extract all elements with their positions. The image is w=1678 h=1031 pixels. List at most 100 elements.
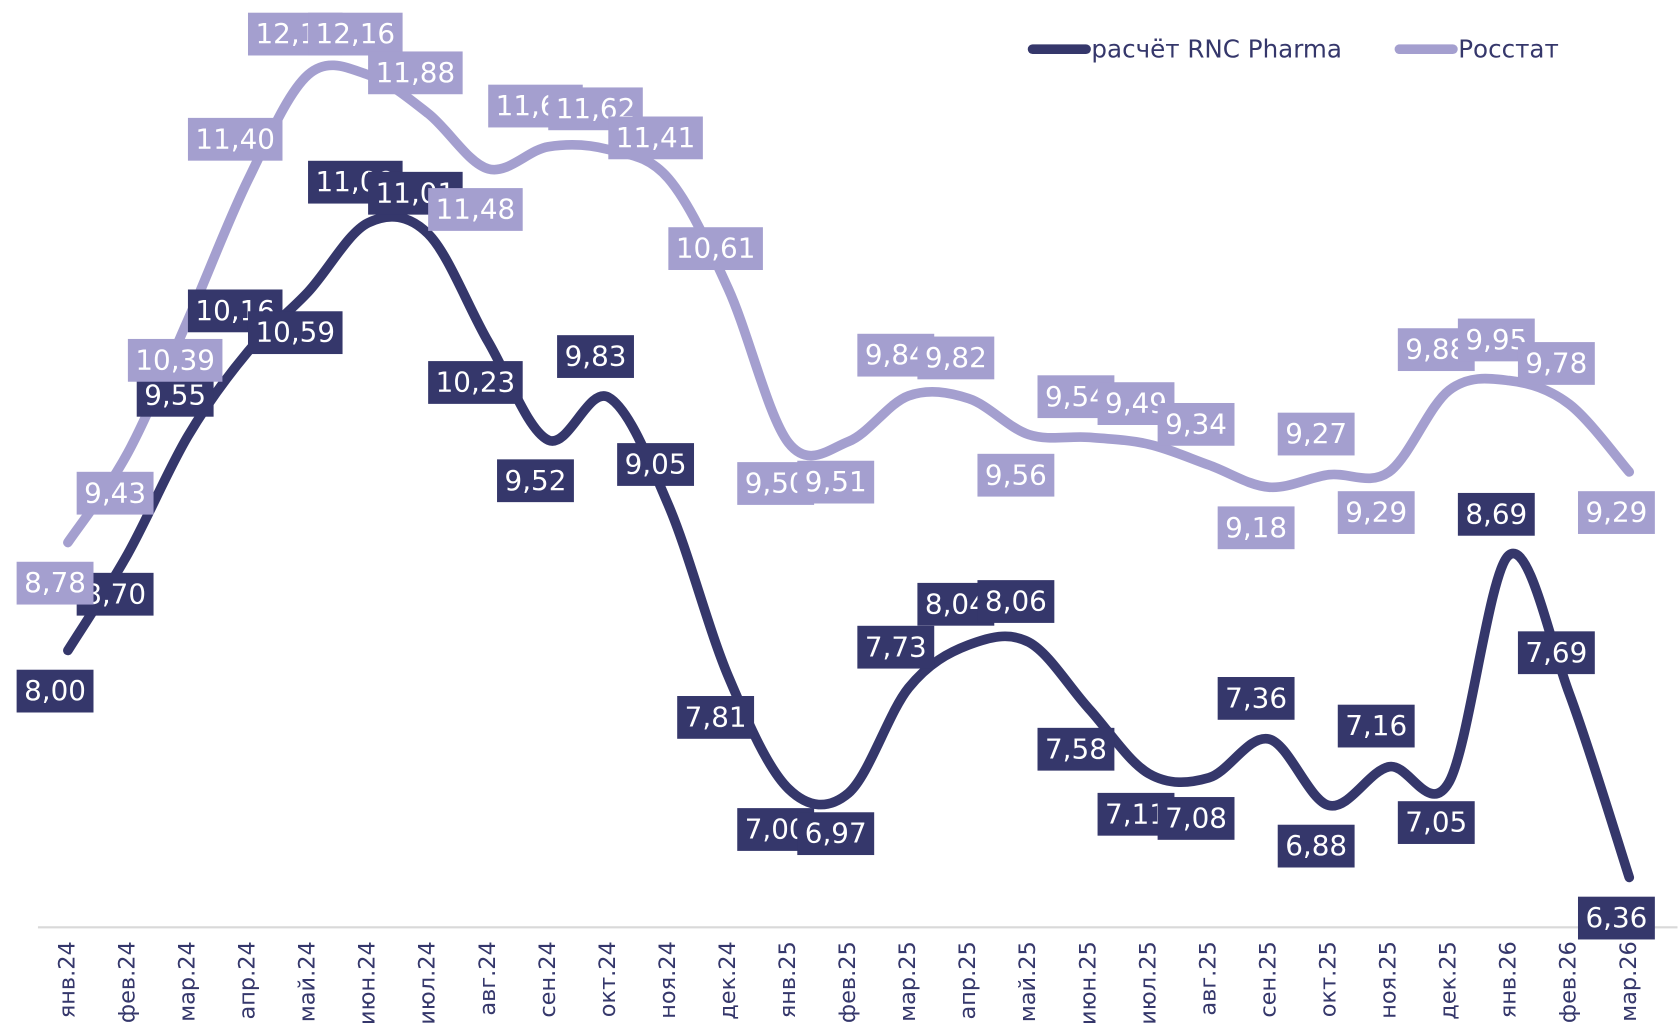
x-tick-label: июн.25	[1075, 941, 1101, 1025]
data-label: 7,05	[1397, 801, 1475, 844]
data-label-box	[1157, 402, 1235, 446]
data-label-box	[497, 459, 574, 503]
data-label: 9,18	[1217, 506, 1295, 550]
data-label: 9,56	[977, 453, 1055, 497]
data-label-text: 9,55	[144, 378, 206, 411]
x-tick-label: май.24	[295, 941, 321, 1022]
x-tick-label: ноя.24	[655, 941, 681, 1019]
data-label: 9,51	[797, 460, 875, 504]
data-label: 11,48	[428, 188, 523, 231]
data-label-text: 8,04	[925, 587, 987, 620]
data-label-box	[668, 227, 763, 270]
data-label: 6,88	[1277, 824, 1355, 868]
data-label-text: 8,00	[24, 674, 86, 707]
data-label-text: 9,51	[805, 465, 867, 498]
data-label-box	[1277, 824, 1355, 868]
x-tick-label: дек.24	[715, 941, 741, 1020]
data-label-box	[1217, 506, 1295, 550]
x-tick-label: июн.24	[355, 941, 381, 1025]
data-label-box	[16, 669, 94, 713]
data-label-text: 10,39	[135, 343, 215, 376]
data-label-box	[308, 12, 403, 56]
data-label-box	[917, 336, 995, 380]
data-label-text: 9,52	[505, 464, 567, 497]
data-label-box	[16, 561, 94, 605]
data-label-text: 9,43	[84, 476, 146, 509]
x-tick-label: окт.24	[595, 941, 621, 1017]
data-label-text: 11,41	[616, 121, 696, 154]
data-label: 7,58	[1037, 727, 1115, 771]
data-label: 9,82	[917, 336, 995, 380]
data-label-text: 8,69	[1465, 497, 1527, 530]
data-label-box	[977, 580, 1055, 623]
data-label-box	[1577, 491, 1655, 534]
data-label: 7,36	[1217, 677, 1295, 720]
x-tick-label: янв.25	[775, 941, 801, 1018]
data-label-box	[677, 696, 755, 739]
data-label-text: 6,97	[805, 817, 867, 850]
data-label-box	[1037, 727, 1115, 771]
data-label-text: 9,88	[1405, 333, 1467, 366]
data-label-box	[428, 188, 523, 231]
x-tick-label: апр.25	[955, 941, 981, 1019]
x-tick-label: окт.25	[1315, 941, 1341, 1017]
data-label-text: 7,16	[1345, 709, 1407, 742]
data-label-box	[368, 51, 463, 95]
data-label: 9,43	[76, 471, 154, 515]
data-label-box	[1397, 801, 1475, 844]
data-label-box	[1157, 797, 1235, 840]
data-label: 9,88	[1397, 328, 1475, 372]
x-tick-label: сен.24	[535, 941, 561, 1018]
x-tick-label: мар.26	[1616, 941, 1642, 1022]
data-label-text: 10,59	[255, 316, 335, 349]
data-label-box	[608, 116, 703, 160]
series-line	[63, 212, 1635, 883]
x-tick-label: янв.24	[54, 941, 80, 1018]
x-tick-label: авг.25	[1195, 941, 1221, 1015]
data-label-text: 7,05	[1405, 806, 1467, 839]
x-tick-label: фев.25	[835, 941, 861, 1023]
data-label-box	[127, 338, 223, 382]
data-label: 7,08	[1157, 797, 1235, 840]
data-label-box	[797, 460, 875, 504]
data-label: 11,88	[368, 51, 463, 95]
data-label-box	[1577, 896, 1655, 940]
data-label-text: 9,56	[985, 458, 1047, 491]
data-label: 8,06	[977, 580, 1055, 623]
series-line	[63, 60, 1635, 548]
data-label: 12,16	[308, 12, 403, 56]
data-label: 10,59	[247, 311, 343, 355]
data-label: 7,81	[677, 696, 755, 739]
data-label-text: 7,08	[1165, 802, 1227, 835]
data-label: 8,78	[16, 561, 94, 605]
data-label-box	[1337, 704, 1415, 748]
data-label-text: 9,49	[1105, 387, 1167, 420]
data-label: 10,39	[127, 338, 223, 382]
data-label-text: 8,06	[985, 585, 1047, 618]
data-label: 10,23	[428, 361, 523, 404]
data-label-text: 10,61	[676, 232, 756, 265]
data-label: 9,49	[1097, 382, 1175, 426]
data-label: 11,40	[187, 117, 283, 161]
data-label-text: 9,27	[1285, 417, 1347, 450]
x-tick-label: мар.24	[174, 941, 200, 1022]
data-label-text: 9,50	[745, 467, 807, 500]
x-tick-label: июл.25	[1135, 941, 1161, 1025]
data-label-text: 7,69	[1525, 636, 1587, 669]
x-tick-label: дек.25	[1436, 941, 1462, 1020]
data-label-text: 10,23	[436, 366, 516, 399]
data-label-text: 7,58	[1045, 732, 1107, 765]
data-label-text: 6,36	[1585, 901, 1647, 934]
legend-label: расчёт RNC Pharma	[1091, 34, 1342, 63]
data-label-text: 7,00	[745, 813, 807, 846]
data-label-text: 11,40	[195, 122, 275, 155]
data-label-box	[187, 117, 283, 161]
data-label-text: 7,81	[685, 700, 747, 733]
data-label-box	[557, 335, 634, 378]
data-label: 6,36	[1577, 896, 1655, 940]
data-label-box	[617, 443, 695, 486]
data-label-box	[428, 361, 523, 404]
x-tick-label: июл.24	[415, 941, 441, 1025]
x-tick-label: фев.24	[114, 941, 140, 1023]
data-label-text: 7,11	[1105, 797, 1167, 830]
